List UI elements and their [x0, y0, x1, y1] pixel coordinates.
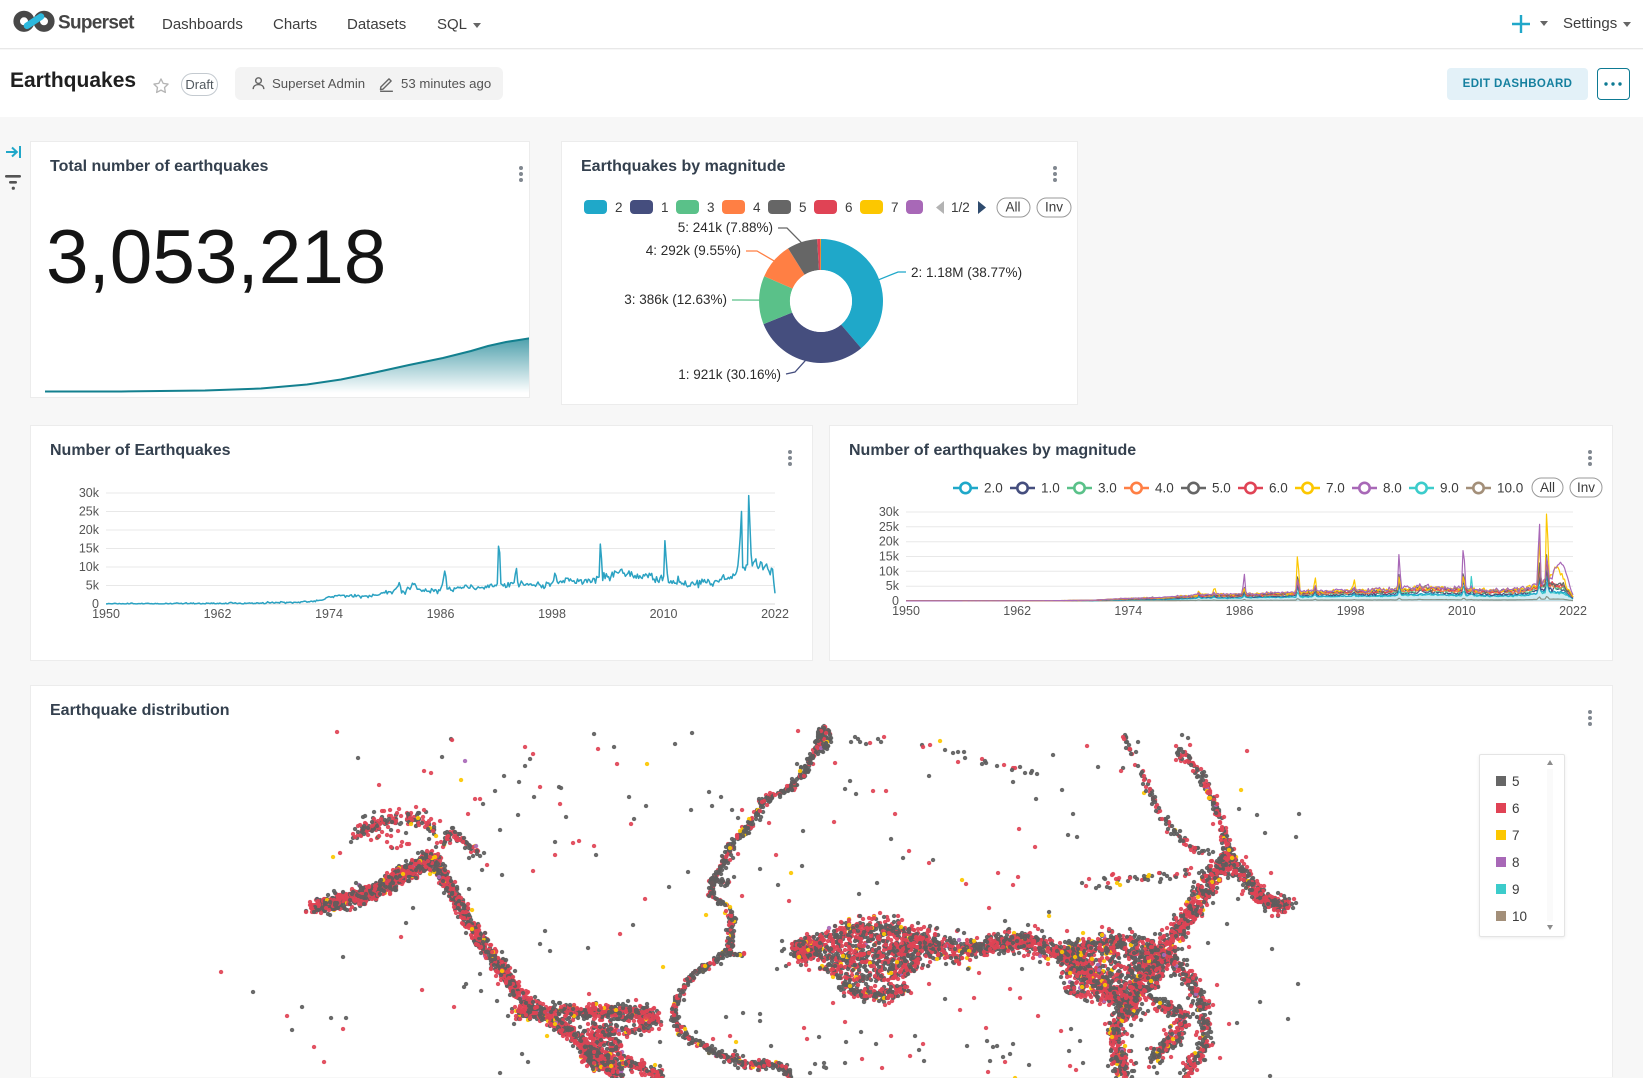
svg-text:4.0: 4.0	[1155, 481, 1174, 496]
svg-text:5: 241k (7.88%): 5: 241k (7.88%)	[678, 220, 773, 235]
svg-text:15k: 15k	[879, 550, 900, 564]
svg-text:9.0: 9.0	[1440, 481, 1459, 496]
svg-text:3: 386k (12.63%): 3: 386k (12.63%)	[624, 292, 727, 307]
svg-text:2022: 2022	[761, 607, 789, 621]
svg-text:2.0: 2.0	[984, 481, 1003, 496]
svg-text:15k: 15k	[79, 542, 100, 556]
svg-text:0: 0	[92, 597, 99, 611]
svg-text:1998: 1998	[538, 607, 566, 621]
svg-text:1/2: 1/2	[951, 200, 970, 215]
svg-text:1962: 1962	[1003, 604, 1031, 618]
svg-text:4: 4	[753, 200, 761, 215]
svg-text:7: 7	[1512, 828, 1520, 843]
svg-text:Inv: Inv	[1045, 200, 1063, 215]
svg-text:0: 0	[892, 594, 899, 608]
svg-text:7: 7	[891, 200, 899, 215]
svg-text:7.0: 7.0	[1326, 481, 1345, 496]
svg-text:5: 5	[1512, 774, 1520, 789]
svg-text:5: 5	[799, 200, 807, 215]
svg-text:20k: 20k	[879, 535, 900, 549]
svg-text:2022: 2022	[1559, 604, 1587, 618]
svg-text:10.0: 10.0	[1497, 481, 1523, 496]
svg-text:1962: 1962	[204, 607, 232, 621]
svg-text:2010: 2010	[1448, 604, 1476, 618]
svg-text:3: 3	[707, 200, 715, 215]
svg-text:1974: 1974	[1114, 604, 1142, 618]
svg-text:1950: 1950	[92, 607, 120, 621]
svg-text:All: All	[1005, 200, 1020, 215]
svg-text:All: All	[1540, 480, 1555, 495]
svg-text:9: 9	[1512, 882, 1520, 897]
svg-text:10k: 10k	[79, 560, 100, 574]
svg-text:20k: 20k	[79, 523, 100, 537]
svg-text:1.0: 1.0	[1041, 481, 1060, 496]
svg-text:10k: 10k	[879, 564, 900, 578]
svg-text:2: 2	[615, 200, 623, 215]
svg-text:1: 1	[661, 200, 669, 215]
svg-text:1950: 1950	[892, 604, 920, 618]
svg-text:8: 8	[1512, 855, 1520, 870]
svg-text:6: 6	[1512, 801, 1520, 816]
svg-text:1986: 1986	[1226, 604, 1254, 618]
svg-text:5k: 5k	[886, 579, 900, 593]
svg-text:8.0: 8.0	[1383, 481, 1402, 496]
svg-text:6: 6	[845, 200, 853, 215]
svg-text:10: 10	[1512, 909, 1527, 924]
svg-text:1: 921k (30.16%): 1: 921k (30.16%)	[678, 367, 781, 382]
svg-text:Inv: Inv	[1577, 480, 1595, 495]
svg-text:30k: 30k	[79, 486, 100, 500]
svg-text:25k: 25k	[879, 520, 900, 534]
svg-text:6.0: 6.0	[1269, 481, 1288, 496]
svg-text:3.0: 3.0	[1098, 481, 1117, 496]
svg-text:5.0: 5.0	[1212, 481, 1231, 496]
svg-text:1998: 1998	[1337, 604, 1365, 618]
svg-text:5k: 5k	[86, 579, 100, 593]
svg-text:1974: 1974	[315, 607, 343, 621]
svg-text:1986: 1986	[427, 607, 455, 621]
svg-text:30k: 30k	[879, 505, 900, 519]
svg-text:25k: 25k	[79, 505, 100, 519]
svg-text:2010: 2010	[650, 607, 678, 621]
svg-text:2: 1.18M (38.77%): 2: 1.18M (38.77%)	[911, 265, 1022, 280]
svg-text:4: 292k (9.55%): 4: 292k (9.55%)	[646, 243, 741, 258]
svg-text:Superset: Superset	[58, 13, 135, 34]
